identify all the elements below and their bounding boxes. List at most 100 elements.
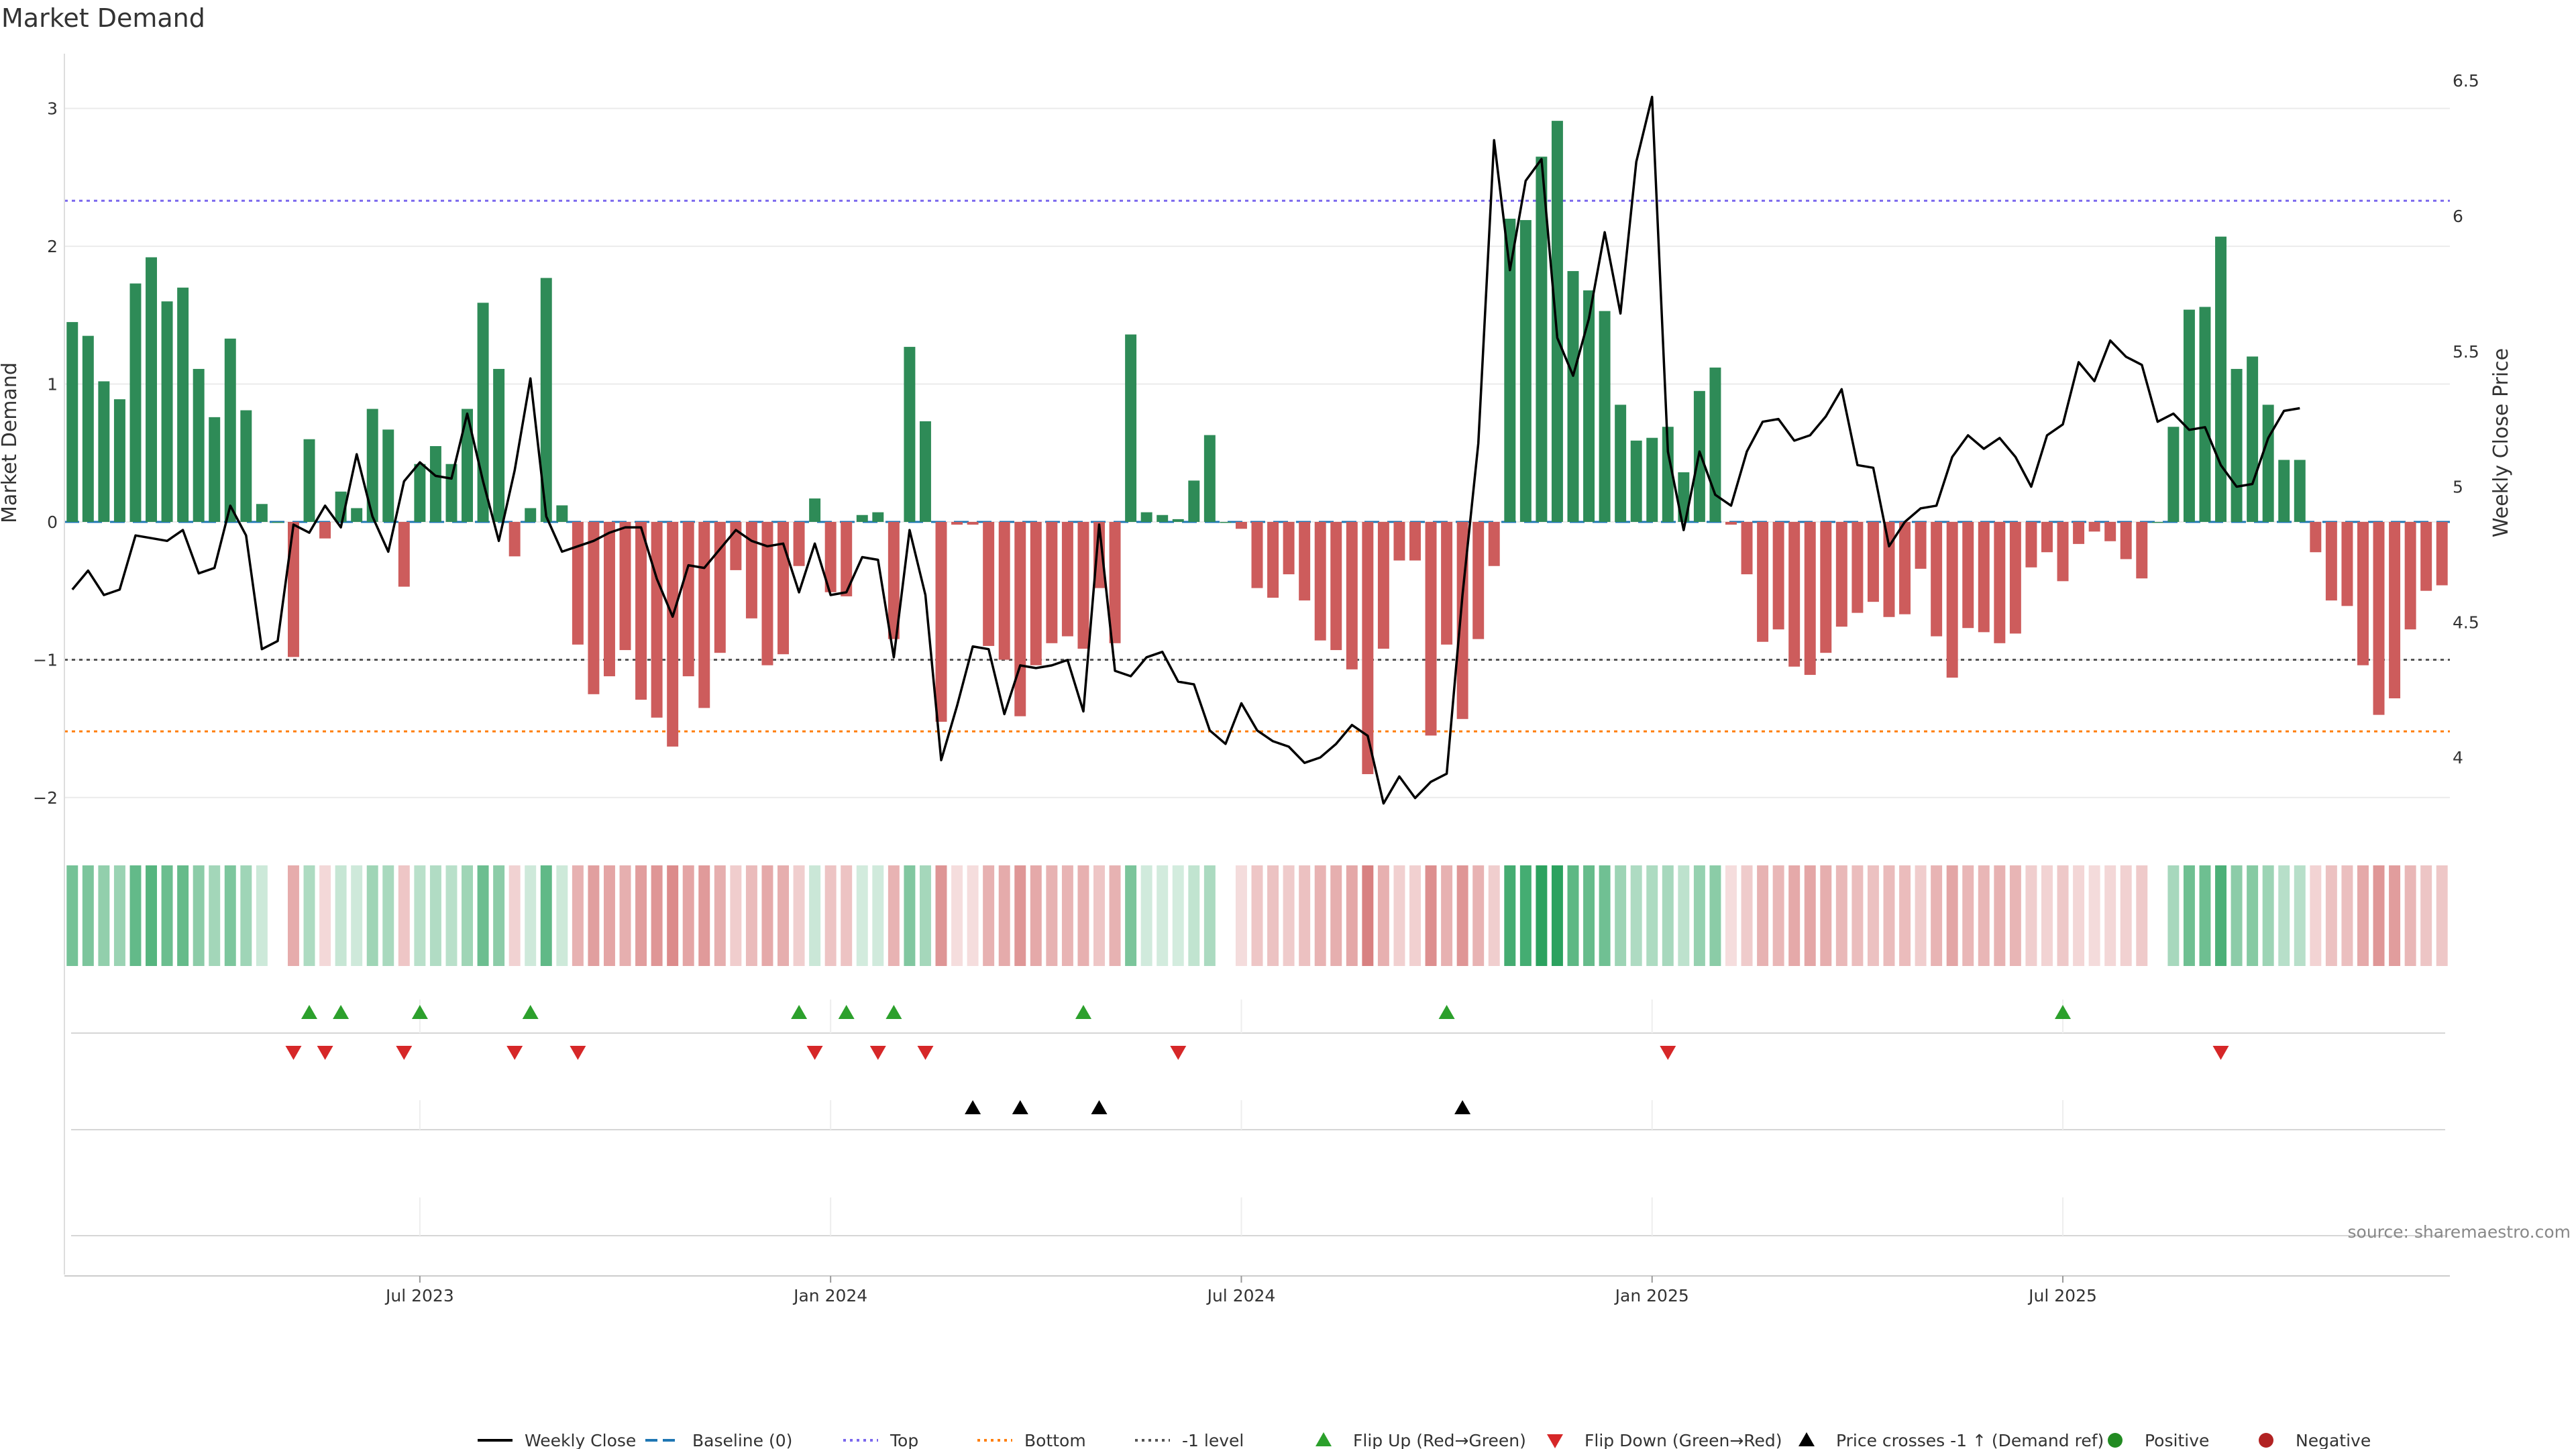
demand-bar xyxy=(1251,522,1263,588)
strip-cell xyxy=(177,865,189,966)
demand-bar xyxy=(635,522,647,700)
strip-cell xyxy=(1299,865,1311,966)
demand-bar xyxy=(2231,368,2243,522)
demand-bar xyxy=(809,498,821,522)
weekly-close-line xyxy=(71,95,2300,805)
flip-down-marker xyxy=(396,1046,413,1060)
legend: Weekly Close Baseline (0) Top Bottom -1 leve… xyxy=(478,1431,2371,1449)
demand-bar xyxy=(761,522,773,665)
strip-cell xyxy=(1551,865,1563,966)
strip-cell xyxy=(2373,865,2385,966)
strip-cell xyxy=(2231,865,2243,966)
demand-bar xyxy=(2325,522,2337,601)
strip-cell xyxy=(1157,865,1169,966)
demand-bar xyxy=(429,446,441,522)
legend-label: Flip Down (Green→Red) xyxy=(1585,1431,1782,1449)
strip-cell xyxy=(856,865,868,966)
strip-cell xyxy=(1536,865,1548,966)
demand-bar xyxy=(856,515,868,522)
demand-bar xyxy=(2151,522,2163,523)
strip-cell xyxy=(2310,865,2322,966)
demand-bar xyxy=(2057,522,2069,582)
legend-swatch xyxy=(1547,1434,1563,1448)
strip-cell xyxy=(1251,865,1263,966)
price-cross-marker xyxy=(965,1100,981,1114)
demand-bar xyxy=(287,522,299,657)
demand-bar xyxy=(1504,219,1516,522)
strip-cell xyxy=(1567,865,1579,966)
demand-bar xyxy=(1014,522,1026,716)
left-tick-label: 2 xyxy=(47,237,58,256)
strip-cell xyxy=(1093,865,1105,966)
chart-title: Market Demand xyxy=(1,3,205,33)
flip-up-marker xyxy=(522,1005,539,1019)
demand-bar xyxy=(2120,522,2132,559)
strip-cell xyxy=(2057,865,2069,966)
demand-bar xyxy=(1046,522,1058,643)
strip-cell xyxy=(951,865,963,966)
demand-bar xyxy=(2104,522,2116,541)
demand-bar xyxy=(888,522,900,639)
legend-label: Weekly Close xyxy=(525,1431,636,1449)
strip-cell xyxy=(1851,865,1864,966)
demand-bar xyxy=(745,522,757,619)
strip-cell xyxy=(1725,865,1737,966)
strip-cell xyxy=(2247,865,2259,966)
strip-cell xyxy=(667,865,679,966)
x-tick-label: Jul 2025 xyxy=(2027,1286,2097,1305)
demand-bar xyxy=(1157,515,1169,522)
strip-cell xyxy=(1804,865,1816,966)
grid xyxy=(64,107,2450,798)
demand-bar xyxy=(904,347,916,522)
strip-cell xyxy=(1709,865,1721,966)
strip-cell xyxy=(1441,865,1453,966)
demand-bar xyxy=(177,287,189,522)
strip-cell xyxy=(113,865,125,966)
demand-bar xyxy=(872,512,884,522)
demand-bar xyxy=(1109,522,1121,643)
strip-cell xyxy=(224,865,236,966)
demand-bar xyxy=(2247,356,2259,522)
right-tick-label: 6 xyxy=(2453,207,2463,226)
strip-cell xyxy=(619,865,631,966)
right-tick-label: 5.5 xyxy=(2453,342,2479,362)
demand-bar xyxy=(2025,522,2037,568)
strip-cell xyxy=(1504,865,1516,966)
demand-bar xyxy=(1061,522,1073,637)
demand-bar xyxy=(2136,522,2148,579)
demand-bar xyxy=(919,421,931,522)
strip-cell xyxy=(1678,865,1690,966)
demand-bar xyxy=(98,381,110,522)
strip-cell xyxy=(98,865,110,966)
right-tick-label: 6.5 xyxy=(2453,71,2479,91)
strip-cell xyxy=(2104,865,2116,966)
legend-swatch xyxy=(2259,1433,2273,1448)
strip-cell xyxy=(1377,865,1389,966)
demand-bar xyxy=(540,278,552,522)
strip-cell xyxy=(193,865,205,966)
demand-bar xyxy=(82,335,94,522)
demand-bar xyxy=(935,522,947,722)
strip-cell xyxy=(1077,865,1089,966)
strip-cell xyxy=(240,865,252,966)
strip-cell xyxy=(1867,865,1879,966)
right-tick-label: 4 xyxy=(2453,748,2463,767)
strip-cell xyxy=(1061,865,1073,966)
legend-label: Positive xyxy=(2145,1431,2209,1449)
price-cross-marker xyxy=(1454,1100,1471,1114)
demand-bar xyxy=(1409,522,1421,561)
strip-cell xyxy=(1267,865,1279,966)
demand-bar xyxy=(2041,522,2053,553)
demand-bar xyxy=(588,522,600,694)
demand-heat-strip xyxy=(66,865,2448,966)
strip-cell xyxy=(525,865,537,966)
demand-bar xyxy=(667,522,679,747)
strip-cell xyxy=(1046,865,1058,966)
demand-bar xyxy=(556,505,568,522)
right-tick-label: 5 xyxy=(2453,478,2463,497)
demand-bar xyxy=(2294,460,2306,522)
strip-cell xyxy=(730,865,742,966)
strip-cell xyxy=(904,865,916,966)
strip-cell xyxy=(366,865,378,966)
legend-item: Flip Up (Red→Green) xyxy=(1316,1431,1526,1449)
